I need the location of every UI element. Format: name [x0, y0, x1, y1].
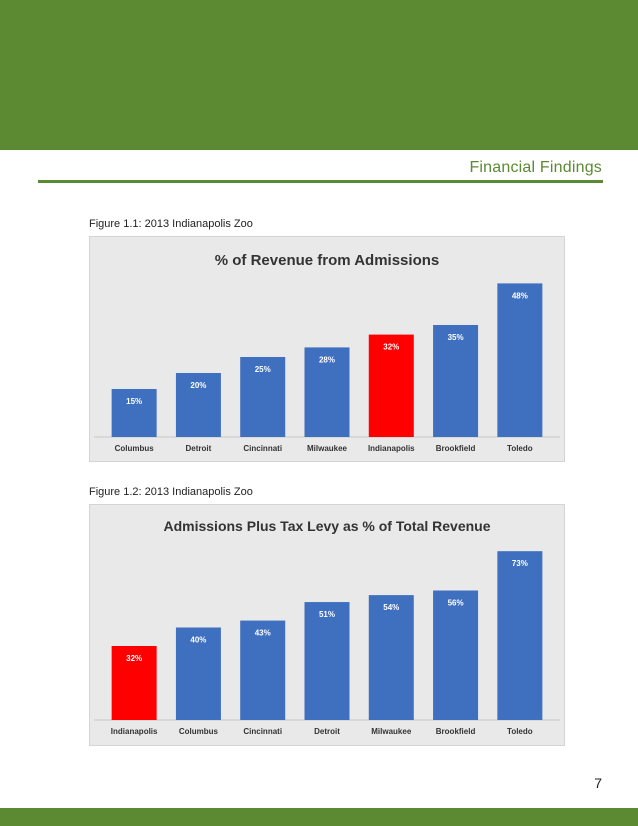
figure-caption-2: Figure 1.2: 2013 Indianapolis Zoo [89, 486, 253, 498]
category-label-milwaukee: Milwaukee [371, 727, 412, 736]
data-label-milwaukee: 28% [319, 355, 335, 364]
data-label-columbus: 15% [126, 397, 142, 406]
bar-toledo [497, 283, 543, 437]
data-label-columbus: 40% [190, 636, 206, 645]
data-label-milwaukee: 54% [383, 603, 399, 612]
bar-indianapolis [111, 646, 157, 720]
data-label-toledo: 48% [512, 291, 528, 300]
category-label-indianapolis: Indianapolis [111, 727, 158, 736]
bar-brookfield [433, 325, 479, 437]
bar-milwaukee [304, 347, 350, 437]
data-label-cincinnati: 25% [255, 365, 271, 374]
bar-columbus [111, 389, 157, 437]
bar-cincinnati [240, 620, 286, 720]
category-label-columbus: Columbus [179, 727, 219, 736]
category-label-columbus: Columbus [115, 444, 155, 453]
chart-frame-1: % of Revenue from Admissions 15% Columbus 2… [89, 236, 565, 462]
data-label-indianapolis: 32% [383, 343, 399, 352]
category-label-brookfield: Brookfield [436, 444, 476, 453]
bar-toledo [497, 551, 543, 720]
header-rule [38, 180, 603, 183]
bar-detroit [304, 602, 350, 720]
category-label-brookfield: Brookfield [436, 727, 476, 736]
bar-columbus [175, 627, 221, 720]
bar-milwaukee [368, 595, 414, 720]
category-label-cincinnati: Cincinnati [243, 727, 282, 736]
category-label-indianapolis: Indianapolis [368, 444, 415, 453]
category-label-detroit: Detroit [186, 444, 212, 453]
figure-caption-1: Figure 1.1: 2013 Indianapolis Zoo [89, 218, 253, 230]
data-label-brookfield: 56% [448, 599, 464, 608]
bar-cincinnati [240, 357, 286, 437]
category-label-detroit: Detroit [314, 727, 340, 736]
data-label-detroit: 20% [190, 381, 206, 390]
data-label-indianapolis: 32% [126, 654, 142, 663]
chart-frame-2: Admissions Plus Tax Levy as % of Total R… [89, 504, 565, 746]
footer-band [0, 808, 638, 826]
chart-revenue-admissions: % of Revenue from Admissions 15% Columbus 2… [94, 252, 560, 453]
bar-brookfield [433, 590, 479, 720]
section-title: Financial Findings [469, 159, 602, 176]
bar-detroit [175, 373, 221, 437]
chart-admissions-tax-levy: Admissions Plus Tax Levy as % of Total R… [94, 518, 560, 736]
data-label-cincinnati: 43% [255, 629, 271, 638]
bar-indianapolis [368, 334, 414, 437]
category-label-cincinnati: Cincinnati [243, 444, 282, 453]
chart-title: % of Revenue from Admissions [215, 252, 440, 269]
page-number: 7 [594, 775, 602, 791]
chart-title: Admissions Plus Tax Levy as % of Total R… [163, 518, 490, 534]
category-label-toledo: Toledo [507, 727, 533, 736]
category-label-toledo: Toledo [507, 444, 533, 453]
data-label-brookfield: 35% [448, 333, 464, 342]
data-label-toledo: 73% [512, 559, 528, 568]
data-label-detroit: 51% [319, 610, 335, 619]
header-band [0, 0, 638, 150]
category-label-milwaukee: Milwaukee [307, 444, 348, 453]
